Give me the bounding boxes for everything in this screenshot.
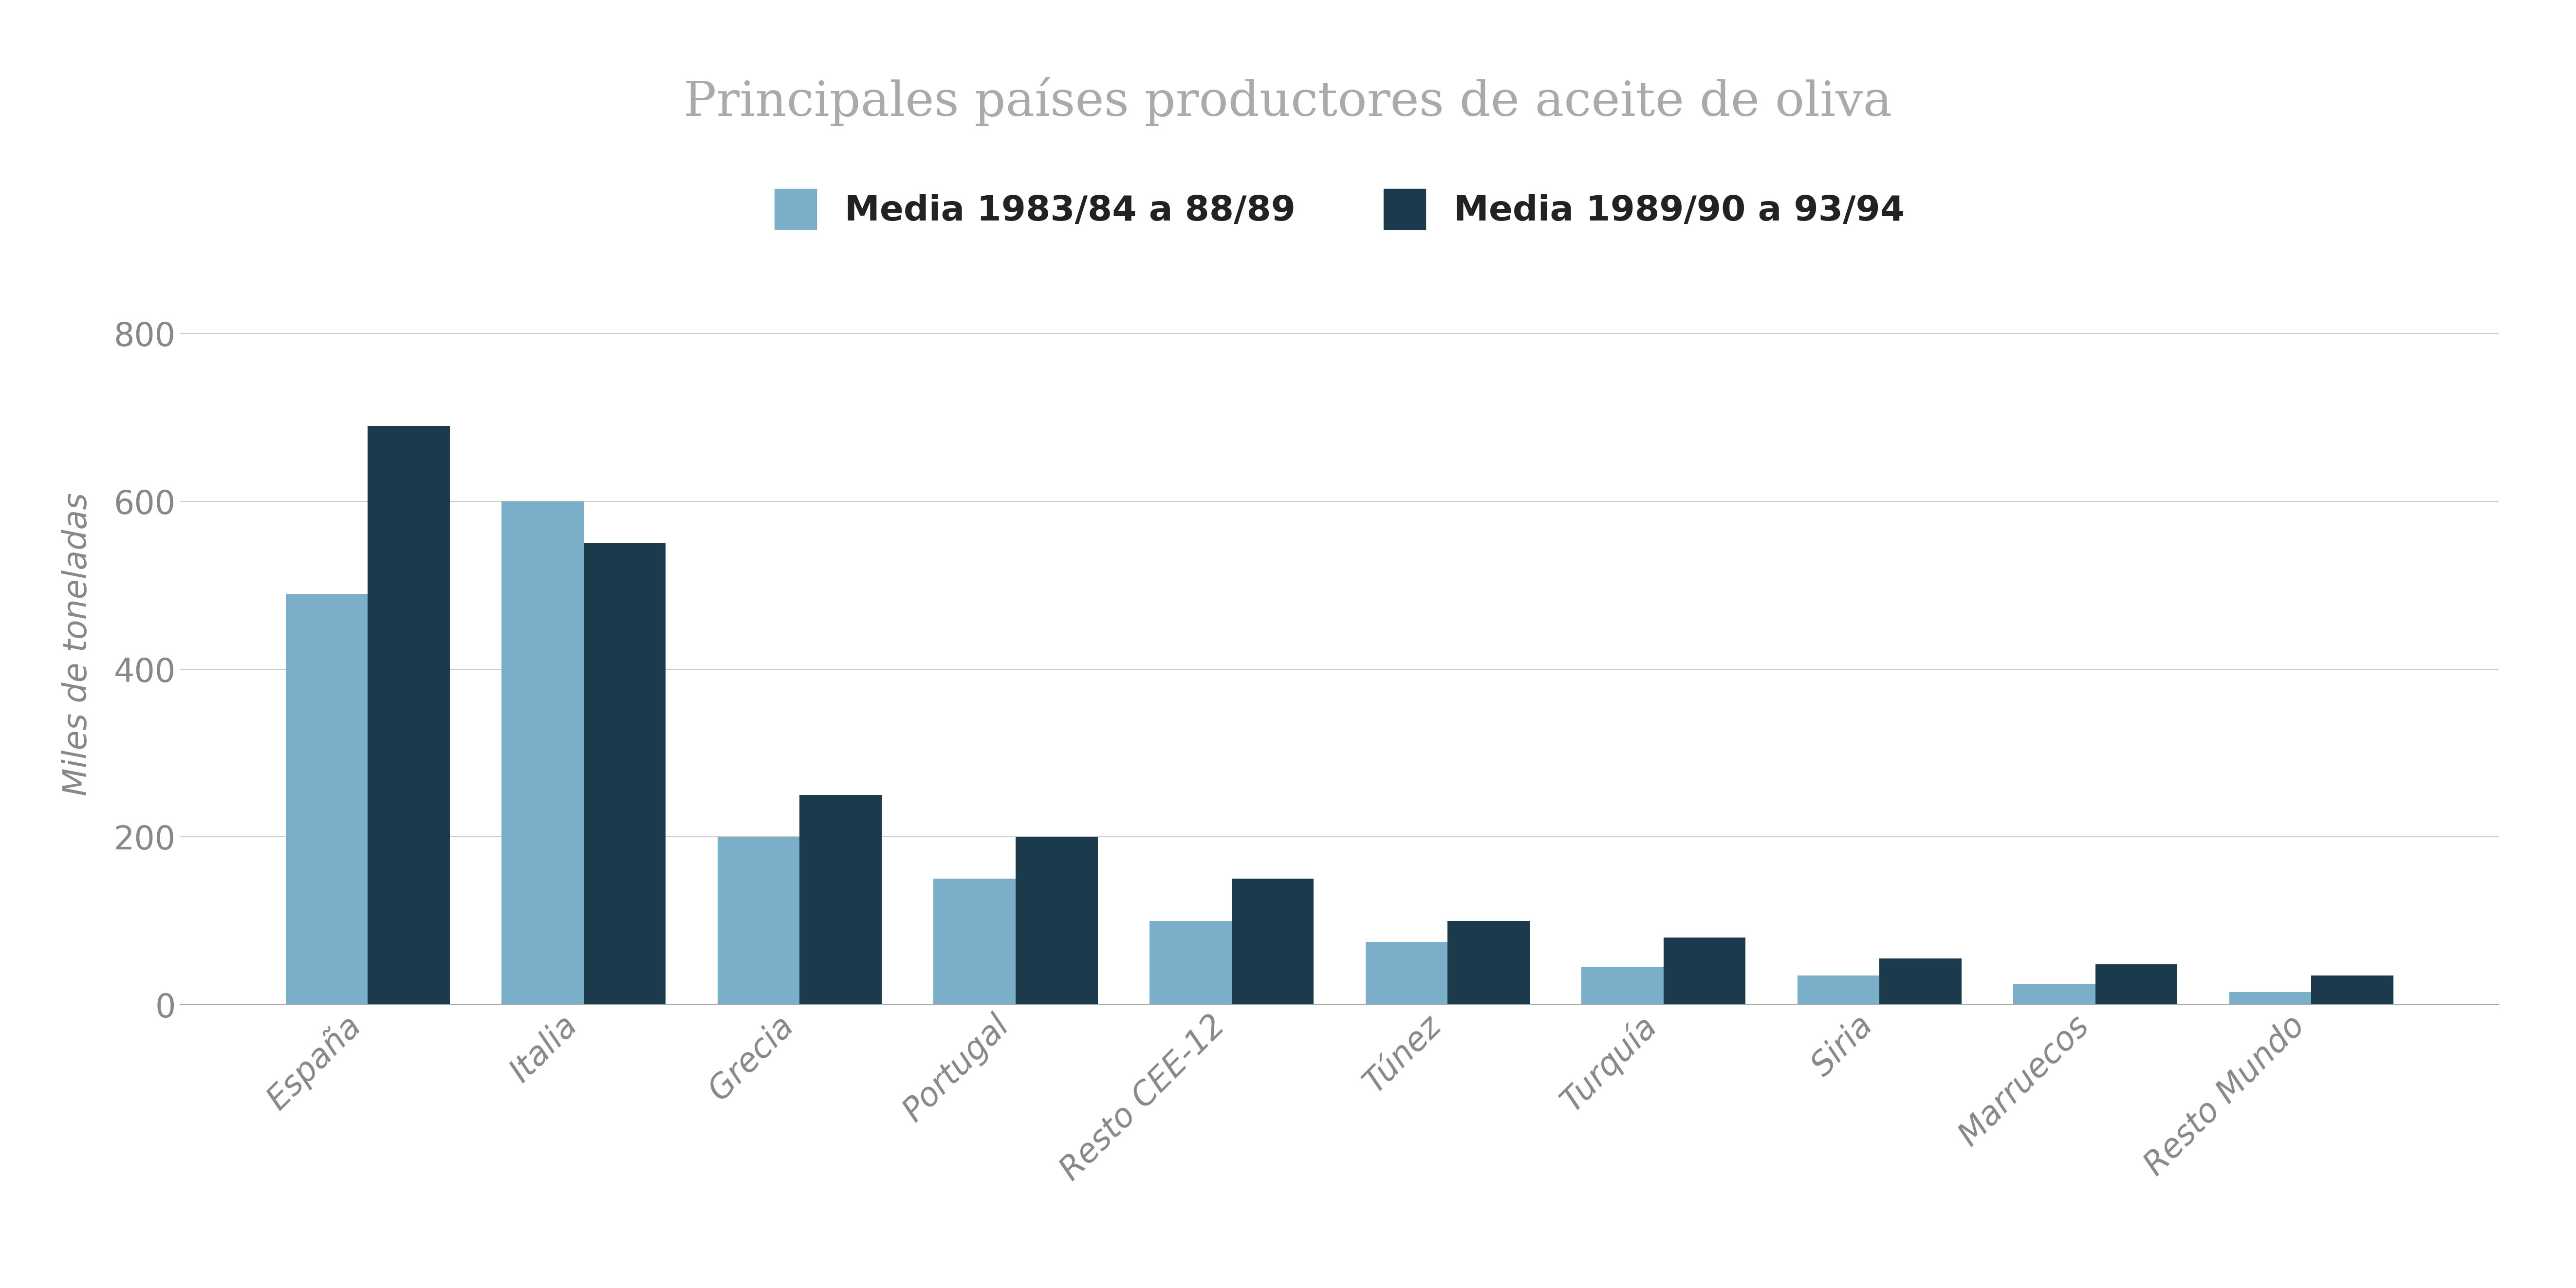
Text: Principales países productores de aceite de oliva: Principales países productores de aceite…: [683, 77, 1893, 126]
Bar: [1448, 921, 1530, 1005]
Bar: [799, 795, 881, 1005]
Bar: [1365, 942, 1448, 1005]
Bar: [1231, 878, 1314, 1005]
Bar: [585, 544, 665, 1005]
Bar: [502, 501, 585, 1005]
Bar: [933, 878, 1015, 1005]
Bar: [1880, 958, 1960, 1005]
Bar: [1015, 837, 1097, 1005]
Bar: [1149, 921, 1231, 1005]
Bar: [286, 594, 368, 1005]
Bar: [2228, 992, 2311, 1005]
Bar: [2014, 984, 2094, 1005]
Y-axis label: Miles de toneladas: Miles de toneladas: [62, 492, 93, 796]
Bar: [1798, 975, 1880, 1005]
Bar: [1582, 967, 1664, 1005]
Legend: Media 1983/84 a 88/89, Media 1989/90 a 93/94: Media 1983/84 a 88/89, Media 1989/90 a 9…: [757, 171, 1922, 247]
Bar: [2094, 965, 2177, 1005]
Bar: [1664, 938, 1747, 1005]
Bar: [368, 426, 451, 1005]
Bar: [2311, 975, 2393, 1005]
Bar: [719, 837, 799, 1005]
